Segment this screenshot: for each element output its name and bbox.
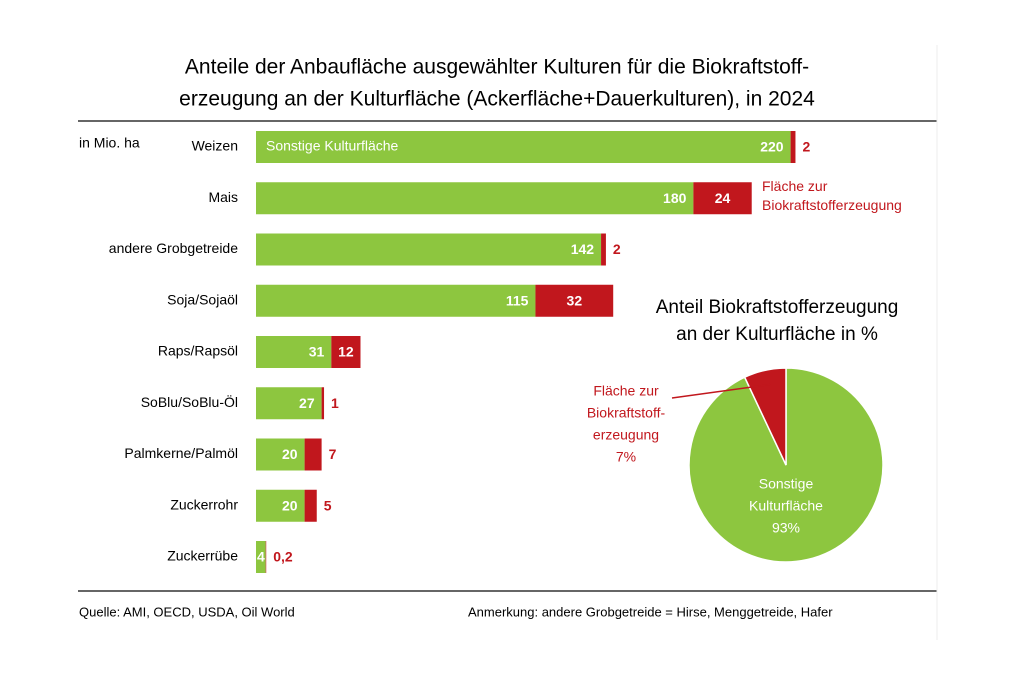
value-label: 32 [567, 292, 583, 308]
pie-label: erzeugung [593, 427, 659, 443]
pie-title: Anteil Biokraftstofferzeugung [656, 297, 899, 318]
title: Anteile der Anbaufläche ausgewählter Kul… [185, 56, 809, 79]
pie-slice [743, 367, 787, 466]
legend-entry: Sonstige Kulturfläche [266, 138, 399, 154]
title: erzeugung an der Kulturfläche (Ackerfläc… [179, 88, 815, 111]
source: Quelle: AMI, OECD, USDA, Oil World [79, 604, 295, 619]
bar-segment [693, 182, 752, 215]
bar-segment [256, 131, 791, 163]
value-label: 2 [613, 241, 621, 257]
category-label: andere Grobgetreide [109, 240, 238, 256]
value-label: 20 [282, 497, 298, 513]
bar-segment [790, 131, 796, 163]
value-label: 31 [309, 344, 325, 360]
value-label: 4 [257, 549, 265, 565]
pie-value-label: 93% [772, 520, 800, 536]
value-label: 5 [324, 497, 332, 513]
bar-segment [304, 489, 317, 522]
legend-entry: Fläche zur Biokraftstofferzeugung [762, 178, 902, 213]
bar-segment [331, 336, 361, 368]
category-label: SoBlu/SoBlu-Öl [141, 393, 238, 410]
value-label: 27 [299, 395, 315, 411]
category-label: Zuckerrohr [170, 496, 238, 512]
value-label: 12 [338, 344, 354, 360]
bar-segment [256, 489, 305, 522]
category-label: Raps/Rapsöl [158, 343, 238, 359]
bar-segment [256, 541, 266, 573]
value-label: 2 [802, 139, 810, 155]
value-label: 1 [331, 395, 339, 411]
value-label: 7 [329, 446, 337, 462]
category-label: Zuckerrübe [167, 548, 238, 564]
bar-segment [304, 438, 322, 471]
category-label: Palmkerne/Palmöl [124, 445, 238, 461]
pie-label: Sonstige [759, 476, 814, 492]
bar-segment [256, 438, 305, 471]
pie-title: an der Kulturfläche in % [676, 324, 878, 345]
pie-label: Fläche zur [593, 383, 659, 399]
category-label: Mais [208, 189, 238, 205]
bar-segment [535, 284, 614, 317]
bar-segment [256, 284, 536, 317]
bar-segment [321, 387, 325, 420]
value-label: 0,2 [273, 549, 293, 565]
unit-label: in Mio. ha [79, 135, 140, 151]
bar-segment [256, 387, 322, 420]
value-label: 20 [282, 446, 298, 462]
pie-label: Biokraftstoff- [587, 405, 666, 421]
value-label: 115 [506, 292, 529, 308]
leader-line [671, 383, 771, 399]
note: Anmerkung: andere Grobgetreide = Hirse, … [468, 604, 833, 619]
pie-value-label: 7% [616, 449, 636, 465]
bar-segment [601, 233, 606, 266]
bar-segment [256, 182, 694, 215]
bar-segment [256, 336, 332, 368]
value-label: 220 [760, 139, 784, 155]
category-label: Weizen [192, 138, 238, 154]
pie-label: Kulturfläche [749, 498, 823, 514]
value-label: 24 [715, 190, 731, 206]
bar-segment [256, 233, 602, 266]
value-label: 180 [663, 190, 687, 206]
value-label: 142 [571, 241, 595, 257]
category-label: Soja/Sojaöl [167, 291, 238, 307]
